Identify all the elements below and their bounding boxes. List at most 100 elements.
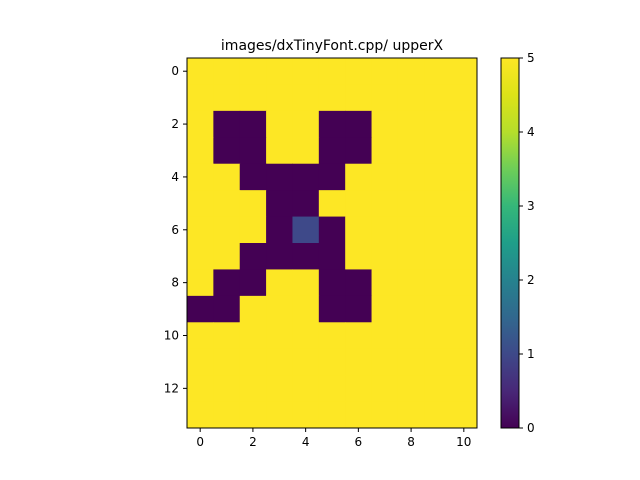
heatmap-cell [187,322,214,350]
heatmap-cell [397,243,425,270]
heatmap-cell [239,163,267,191]
heatmap-cell [345,163,373,191]
heatmap-cell [397,269,425,297]
heatmap-cell [397,58,425,85]
heatmap-cell [371,216,399,244]
y-tick-label: 10 [164,329,179,343]
heatmap-cell [397,110,425,138]
heatmap-cell [318,163,346,191]
heatmap-cell [187,190,214,218]
heatmap-cell [239,190,267,218]
heatmap-cell [450,269,478,297]
heatmap-cell [424,163,452,191]
heatmap-cell [450,322,478,350]
heatmap-cell [318,269,346,297]
heatmap-cell [266,322,293,350]
heatmap-cell [239,401,267,429]
heatmap-cell [318,401,346,429]
heatmap-cell [239,110,267,138]
heatmap-cell [239,348,267,376]
y-tick-label: 12 [164,381,179,395]
heatmap-cell [318,137,346,165]
heatmap-cell [292,375,320,403]
heatmap-cell [292,401,320,429]
heatmap-cell [318,322,346,350]
heatmap-cell [266,58,293,85]
heatmap-cell [450,295,478,323]
heatmap-cell [239,58,267,85]
heatmap-cell [318,375,346,403]
heatmap-cell [424,348,452,376]
heatmap-cell [397,190,425,218]
heatmap-cell [292,58,320,85]
heatmap-cell [266,295,293,323]
heatmap-cell [187,84,214,112]
heatmap-cell [371,269,399,297]
heatmap-cell [213,163,241,191]
heatmap-cell [213,348,241,376]
heatmap-cell [424,375,452,403]
heatmap-cell [397,216,425,244]
heatmap-cell [345,269,373,297]
heatmap-cell [424,243,452,270]
heatmap-cell [292,243,320,270]
heatmap-cell [450,110,478,138]
heatmap-cell [239,216,267,244]
heatmap-cell [424,110,452,138]
heatmap-cell [187,163,214,191]
heatmap-cell [187,137,214,165]
heatmap-cell [318,243,346,270]
heatmap-cell [371,243,399,270]
y-tick-label: 0 [171,64,179,78]
x-tick-label: 6 [355,435,363,449]
x-tick-label: 0 [196,435,204,449]
heatmap-cell [371,84,399,112]
y-tick-label: 4 [171,170,179,184]
x-tick-label: 2 [249,435,257,449]
heatmap-cell [397,163,425,191]
heatmap-cell [345,375,373,403]
heatmap-cell [187,110,214,138]
heatmap-cell [187,348,214,376]
heatmap-cell [345,84,373,112]
heatmap-cell [292,84,320,112]
colorbar-tick-label: 2 [527,273,535,287]
heatmap-cell [450,243,478,270]
heatmap-cell [371,58,399,85]
heatmap-cell [397,137,425,165]
heatmap-cell [213,322,241,350]
heatmap-cell [266,348,293,376]
heatmap-cell [266,137,293,165]
heatmap-cell [397,348,425,376]
heatmap-cell [213,110,241,138]
heatmap-cell [213,243,241,270]
heatmap-cell [213,375,241,403]
x-axis: 0 2 4 6 8 10 [196,428,471,449]
heatmap-cell [345,322,373,350]
heatmap-cell [266,163,293,191]
heatmap-cell [450,401,478,429]
heatmap-cell [292,190,320,218]
colorbar-tick-label: 0 [527,421,535,435]
heatmap-cell [424,269,452,297]
heatmap-cell [424,401,452,429]
heatmap-cell [345,110,373,138]
heatmap-cell [266,269,293,297]
heatmap-cell [292,110,320,138]
heatmap-cell [266,243,293,270]
heatmap-cell [292,163,320,191]
heatmap-cell [397,84,425,112]
heatmap-cell [187,58,214,85]
x-tick-label: 4 [302,435,310,449]
x-tick-label: 10 [456,435,471,449]
heatmap-cell [239,84,267,112]
heatmap-cell [450,58,478,85]
heatmap-cell [266,401,293,429]
heatmap-cell [450,375,478,403]
heatmap-cell [345,58,373,85]
heatmap-cell [345,243,373,270]
heatmap-cell [187,401,214,429]
heatmap-cell [318,110,346,138]
heatmap-cell [318,216,346,244]
heatmap-cell [371,322,399,350]
